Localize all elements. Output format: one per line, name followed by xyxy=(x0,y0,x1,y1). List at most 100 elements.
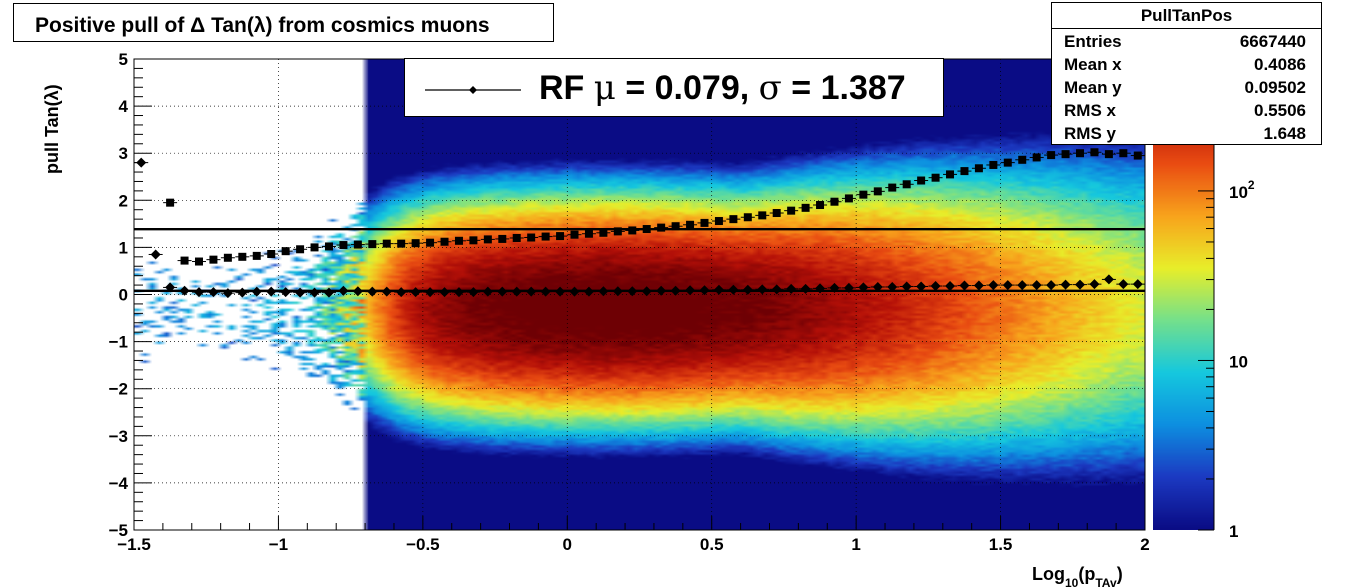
sigma-point xyxy=(1032,153,1041,162)
mean-point xyxy=(251,286,262,297)
sigma-point xyxy=(498,234,507,243)
sigma-point xyxy=(238,252,247,261)
sigma-point xyxy=(296,245,305,254)
x-axis-label: Log10(pTAv) xyxy=(1032,564,1123,588)
sigma-point xyxy=(830,197,839,206)
mean-point xyxy=(1046,280,1057,291)
sigma-point xyxy=(989,160,998,169)
mean-point xyxy=(612,286,623,297)
mean-point xyxy=(786,283,797,294)
sigma-point xyxy=(743,213,752,222)
mean-point xyxy=(526,286,537,297)
mean-point xyxy=(468,287,479,298)
legend-marker xyxy=(425,86,521,94)
sigma-point xyxy=(209,255,218,264)
mean-point xyxy=(685,285,696,296)
mean-point xyxy=(815,283,826,294)
sigma-point xyxy=(1104,150,1113,159)
mean-point xyxy=(627,286,638,297)
stats-label: Entries xyxy=(1064,32,1122,51)
stats-value: 0.5506 xyxy=(1254,101,1306,120)
mean-point xyxy=(843,282,854,293)
stats-value: 0.09502 xyxy=(1244,78,1306,97)
data-series xyxy=(134,148,1145,299)
x-tick-label: −1.5 xyxy=(117,535,151,554)
mean-point xyxy=(887,281,898,292)
mean-point xyxy=(208,287,219,298)
stats-value: 0.4086 xyxy=(1254,55,1306,74)
sigma-point xyxy=(281,247,290,256)
sigma-point xyxy=(382,239,391,248)
y-tick-label: 3 xyxy=(119,144,128,163)
stats-title: PullTanPos xyxy=(1052,3,1321,29)
mean-point xyxy=(569,286,580,297)
chart-title: Positive pull of Δ Tan(λ) from cosmics m… xyxy=(35,14,490,37)
y-axis-label: pull Tan(λ) xyxy=(42,84,62,174)
sigma-point xyxy=(1018,155,1027,164)
sigma-point xyxy=(931,173,940,182)
x-tick-label: 0.5 xyxy=(700,535,724,554)
mean-point xyxy=(381,286,392,297)
stats-row: RMS y 1.648 xyxy=(1064,122,1306,145)
sigma-point xyxy=(1061,150,1070,159)
sigma-point xyxy=(267,249,276,258)
y-tick-label: −4 xyxy=(109,474,129,493)
y-tick-label: −2 xyxy=(109,380,128,399)
mean-point xyxy=(511,286,522,297)
sigma-point xyxy=(440,237,449,246)
y-tick-label: 0 xyxy=(119,286,128,305)
sigma-point xyxy=(902,180,911,189)
mean-point xyxy=(1002,280,1013,291)
stats-row: Entries 6667440 xyxy=(1064,30,1306,53)
sigma-point xyxy=(324,242,333,251)
mean-point xyxy=(396,287,407,298)
mean-point xyxy=(901,281,912,292)
y-tick-label: −3 xyxy=(109,427,128,446)
mean-point xyxy=(439,287,450,298)
mean-point xyxy=(1031,280,1042,291)
x-tick-label: 1.5 xyxy=(989,535,1013,554)
mean-point xyxy=(555,286,566,297)
mean-point xyxy=(598,286,609,297)
sigma-point xyxy=(1047,151,1056,160)
sigma-point xyxy=(397,239,406,248)
mean-point xyxy=(872,281,883,292)
sigma-point xyxy=(512,233,521,242)
mean-point xyxy=(742,284,753,295)
sigma-point xyxy=(1076,149,1085,158)
sigma-point xyxy=(527,233,536,242)
legend-box: RF μ = 0.079, σ = 1.387 xyxy=(404,58,944,117)
sigma-point xyxy=(946,170,955,179)
y-tick-label: 4 xyxy=(119,97,129,116)
stats-box: PullTanPos Entries 6667440 Mean x 0.4086 M… xyxy=(1051,2,1322,145)
mean-point xyxy=(1118,279,1129,290)
sigma-point xyxy=(657,223,666,232)
mean-point xyxy=(222,288,233,299)
sigma-point xyxy=(252,251,261,260)
stats-row: Mean y 0.09502 xyxy=(1064,76,1306,99)
x-tick-label: −1 xyxy=(269,535,288,554)
sigma-point xyxy=(714,217,723,226)
x-tick-label: 0 xyxy=(563,535,572,554)
stats-row: RMS x 0.5506 xyxy=(1064,99,1306,122)
sigma-point xyxy=(787,206,796,215)
mean-point xyxy=(916,281,927,292)
mean-point xyxy=(193,287,204,298)
stats-row: Mean x 0.4086 xyxy=(1064,53,1306,76)
y-tick-label: −1 xyxy=(109,333,128,352)
sigma-point xyxy=(223,253,232,262)
mean-point xyxy=(410,287,421,298)
mean-point xyxy=(656,285,667,296)
mean-point xyxy=(713,284,724,295)
mean-point xyxy=(150,249,161,260)
mean-point xyxy=(266,286,277,297)
mean-point xyxy=(728,284,739,295)
mean-point xyxy=(1017,280,1028,291)
stats-label: Mean x xyxy=(1064,55,1122,74)
sigma-point xyxy=(960,167,969,176)
sigma-point xyxy=(1003,158,1012,167)
sigma-point xyxy=(729,215,738,224)
sigma-point xyxy=(628,226,637,235)
color-axis-label: 10 xyxy=(1229,352,1248,371)
